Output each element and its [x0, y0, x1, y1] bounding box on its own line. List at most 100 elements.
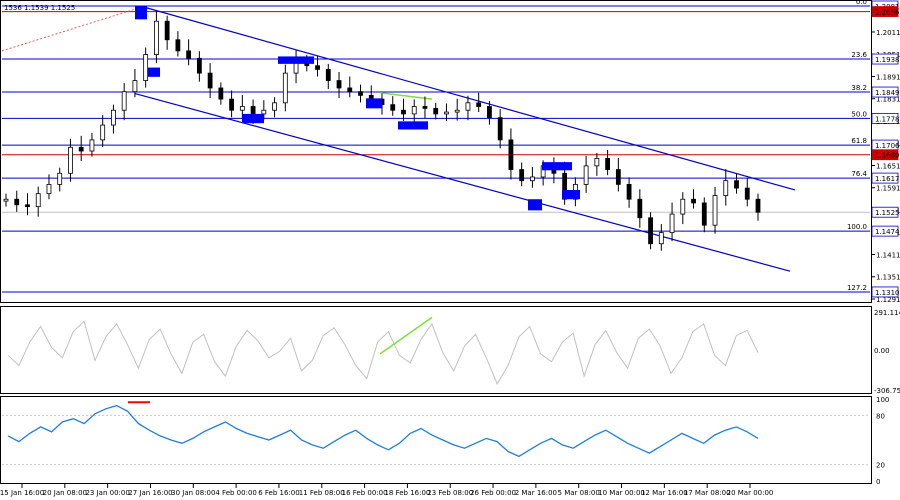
candle-body — [218, 87, 224, 100]
oscillator-panel-frame — [0, 306, 872, 394]
rsi-tick-label: 80 — [876, 412, 885, 420]
candle-body — [121, 91, 127, 111]
price-tag-label: 1.1849 — [875, 89, 900, 97]
candle-body — [132, 80, 138, 93]
time-tick-label: 15 Jan 16:00 — [0, 489, 44, 497]
candle-body — [100, 124, 106, 141]
candle-body — [229, 98, 235, 111]
pattern-marker — [148, 67, 160, 77]
price-tick-label: 1.1351 — [876, 274, 900, 282]
time-tick-label: 30 Jan 08:00 — [171, 489, 215, 497]
time-tick-label: 10 Mar 00:00 — [598, 489, 645, 497]
rsi-series: 100 80 20 0 — [2, 396, 889, 486]
price-tag-label: 1.1310 — [875, 289, 900, 297]
price-tag-label: 1.2066 — [875, 9, 900, 17]
time-tick-label: 17 Mar 08:00 — [684, 489, 731, 497]
fib-level-label: 50.0 — [851, 110, 867, 118]
candle-body — [648, 217, 653, 245]
pattern-marker — [366, 98, 382, 109]
candle-body — [508, 139, 514, 170]
price-tag — [871, 149, 899, 161]
candle-body — [358, 91, 363, 96]
candle-body — [89, 139, 95, 152]
price-tick-label: 1.1291 — [876, 296, 900, 304]
time-tick-label: 20 Jan 08:00 — [43, 489, 87, 497]
pattern-marker — [278, 56, 314, 64]
price-tag — [871, 53, 899, 65]
pattern-marker — [398, 121, 428, 130]
price-tick-label: 1.1891 — [876, 73, 900, 81]
candlestick-series — [3, 11, 761, 251]
fib-level-label: 100.0 — [847, 223, 867, 231]
candle-body — [497, 117, 503, 141]
candle-body — [46, 183, 52, 195]
candle-body — [315, 65, 320, 70]
candle-body — [250, 106, 256, 115]
candle-body — [637, 198, 643, 219]
candle-body — [605, 158, 610, 170]
price-tick-label: 1.2011 — [876, 29, 900, 37]
candle-body — [723, 180, 729, 196]
candle-body — [669, 213, 675, 234]
time-tick-label: 23 Feb 08:00 — [427, 489, 473, 497]
pattern-marker — [242, 113, 264, 124]
candle-body — [25, 204, 30, 208]
time-tick-label: 27 Jan 16:00 — [128, 489, 172, 497]
fib-level-label: 127.2 — [847, 284, 867, 292]
candle-body — [519, 169, 525, 182]
time-tick-label: 6 Feb 16:00 — [258, 489, 299, 497]
candle-body — [14, 198, 20, 206]
candle-body — [111, 109, 116, 126]
candle-body — [691, 198, 696, 204]
pattern-marker — [135, 6, 147, 20]
candle-body — [207, 72, 213, 89]
price-tick-label: 1.1831 — [876, 96, 900, 104]
candle-body — [282, 72, 288, 104]
price-tag-label: 1.1474 — [875, 228, 900, 236]
price-tag-label: 1.1680 — [875, 152, 900, 160]
candle-body — [487, 106, 492, 119]
fib-level-label: 76.4 — [851, 170, 867, 178]
candle-body — [755, 198, 761, 213]
fib-level-label: 38.2 — [851, 84, 867, 92]
candle-body — [734, 180, 739, 189]
price-tag-label: 1.1778 — [875, 115, 900, 123]
candle-body — [615, 169, 621, 185]
time-tick-label: 12 Mar 16:00 — [641, 489, 688, 497]
oscillator-tick-label: 291.1149 — [874, 309, 900, 317]
candle-body — [78, 146, 84, 152]
candle-body — [186, 50, 192, 59]
pattern-marker — [562, 189, 580, 200]
time-tick-label: 11 Feb 08:00 — [299, 489, 345, 497]
candle-body — [196, 57, 202, 74]
candle-body — [153, 20, 159, 55]
level-lines: 0.0 23.6 38.2 50.0 61.8 76.4 100.0 127.2 — [2, 0, 870, 293]
candle-body — [594, 158, 600, 167]
price-tag — [871, 112, 899, 124]
price-tag-label: 1.1938 — [875, 56, 900, 64]
price-tag — [871, 286, 899, 298]
rsi-tick-label: 20 — [876, 462, 885, 470]
candle-body — [35, 193, 41, 208]
price-tag-label: 1.1617 — [875, 175, 900, 183]
price-tag — [871, 86, 899, 98]
price-tick-label: 1.1591 — [876, 185, 900, 193]
time-tick-label: 5 Mar 08:00 — [558, 489, 600, 497]
candle-body — [261, 109, 267, 115]
divergence-line-oscillator — [379, 316, 433, 355]
candle-body — [143, 54, 149, 81]
fib-level-label: 0.0 — [856, 0, 867, 6]
candle-body — [164, 20, 170, 41]
time-tick-label: 4 Feb 00:00 — [215, 489, 256, 497]
rsi-panel-frame — [0, 396, 872, 484]
oscillator-line — [7, 320, 759, 386]
price-panel-frame — [0, 0, 872, 303]
candle-body — [57, 172, 63, 185]
candle-body — [454, 109, 460, 113]
pattern-marker — [542, 162, 572, 171]
candle-body — [3, 198, 9, 202]
channel-lower-line — [134, 92, 791, 272]
candle-body — [680, 198, 686, 215]
candle-body — [422, 106, 428, 109]
